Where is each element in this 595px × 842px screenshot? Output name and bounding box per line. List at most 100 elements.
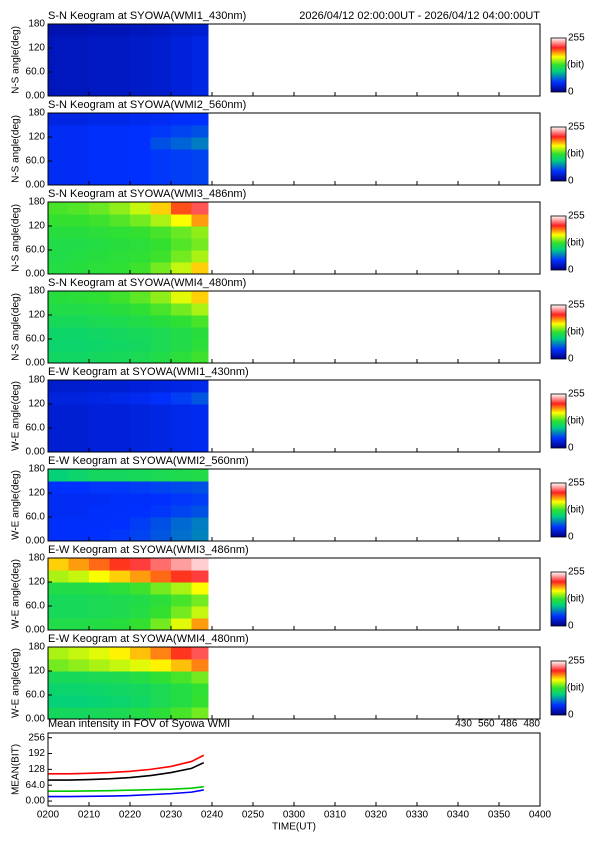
heat-cell [109,416,131,429]
heat-cell [109,606,131,619]
panel-title: E-W Keogram at SYOWA(WMI2_560nm) [48,455,249,467]
plot-frame [47,468,541,542]
heat-cell [48,647,69,660]
heat-cell [130,262,151,275]
heat-cell [130,327,151,340]
colorbar-tick-label: 0 [568,354,574,365]
y-axis-label: MEAN(BIT) [11,744,22,795]
heat-cell [191,469,209,482]
heat-cell [48,48,69,61]
heat-cell [191,558,209,571]
heat-cell [48,226,69,239]
y-tick-label: 0.00 [26,796,46,807]
heat-cell [48,404,69,417]
heat-cell [48,659,69,672]
y-axis-label: N-S angle(deg) [11,204,22,272]
heat-cell [48,695,69,708]
heat-cell [68,173,90,186]
heat-cell [48,60,69,73]
heat-cell [89,606,110,619]
heat-cell [191,60,209,73]
heat-cell [191,351,209,364]
heat-cell [89,214,110,227]
heat-cell [89,671,110,684]
panel-title: Mean intensity in FOV of Syowa WMI [48,718,230,730]
heat-cell [191,250,209,263]
heat-cell [48,493,69,506]
heat-cell [191,226,209,239]
heat-cell [89,380,110,393]
heat-cell [191,529,209,542]
heat-cell [48,469,69,482]
heat-cell [48,36,69,49]
heat-cell [68,36,90,49]
heat-cell [130,440,151,453]
panel-title: S-N Keogram at SYOWA(WMI3_486nm) [48,188,246,200]
heat-cell [130,606,151,619]
heat-cell [130,416,151,429]
colorbar-tick-label: 255 [568,211,585,222]
heat-cell [191,582,209,595]
heat-cell [89,327,110,340]
colorbar-label: (bit) [567,238,584,249]
heat-cell [48,683,69,696]
heat-cell [171,428,192,441]
heat-cell [89,695,110,708]
heat-cell [171,84,192,97]
heat-cell [68,214,90,227]
y-tick-label: 0.00 [26,447,46,458]
heat-cell [171,339,192,352]
heat-cell [48,84,69,97]
heat-cell [171,125,192,138]
heat-cell [109,339,131,352]
heat-cell [171,558,192,571]
heat-cell [68,594,90,607]
y-tick-label: 120 [28,43,45,54]
series-line [48,785,204,792]
heat-cell [48,594,69,607]
heat-cell [89,48,110,61]
series-line [48,789,204,798]
heat-cell [68,327,90,340]
heat-cell [68,481,90,494]
heat-cell [191,428,209,441]
heat-cell [150,137,172,150]
heat-cell [48,707,69,720]
heat-cell [109,493,131,506]
heat-cell [89,416,110,429]
heat-cell [130,481,151,494]
heat-cell [89,303,110,316]
heat-cell [171,659,192,672]
heat-cell [68,618,90,631]
heat-cell [171,618,192,631]
heat-cell [191,481,209,494]
x-tick-label: 0230 [160,810,183,821]
heat-cell [130,161,151,174]
plot-frame [47,646,541,720]
x-tick-label: 0210 [78,810,101,821]
heat-cell [130,72,151,85]
heat-cell [191,392,209,405]
heat-cell [130,173,151,186]
series-line [48,754,205,775]
heat-cell [48,315,69,328]
heat-cell [109,558,131,571]
heat-cell [130,113,151,126]
heat-cell [150,84,172,97]
heat-cell [130,517,151,530]
heat-cell [48,24,69,37]
heat-cell [48,351,69,364]
heat-cell [68,428,90,441]
heat-cell [89,202,110,215]
heat-cell [48,606,69,619]
heat-cell [150,529,172,542]
colorbar [550,37,567,93]
plot-frame [47,23,541,97]
heat-cell [150,416,172,429]
heat-cell [150,161,172,174]
heat-cell [130,671,151,684]
heat-cell [191,683,209,696]
heat-cell [191,671,209,684]
heat-cell [171,493,192,506]
heat-cell [130,659,151,672]
